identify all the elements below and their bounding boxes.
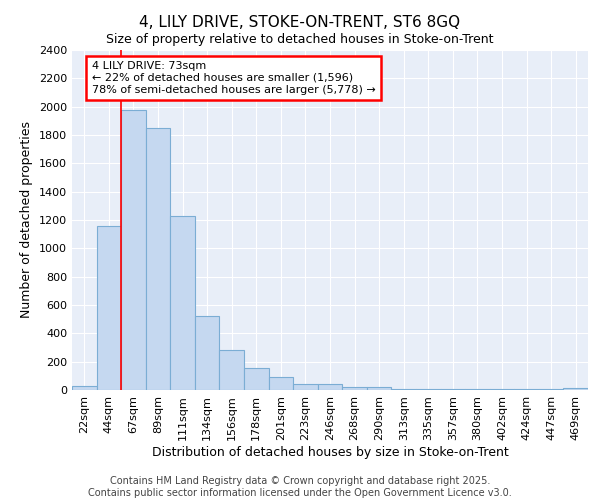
Bar <box>293 384 318 390</box>
Text: Size of property relative to detached houses in Stoke-on-Trent: Size of property relative to detached ho… <box>106 32 494 46</box>
Bar <box>195 316 220 390</box>
Bar <box>146 128 170 390</box>
Y-axis label: Number of detached properties: Number of detached properties <box>20 122 34 318</box>
Bar <box>121 110 146 390</box>
Bar <box>269 376 293 390</box>
Bar <box>367 387 391 390</box>
Bar <box>170 216 195 390</box>
Bar <box>391 388 416 390</box>
Text: 4 LILY DRIVE: 73sqm
← 22% of detached houses are smaller (1,596)
78% of semi-det: 4 LILY DRIVE: 73sqm ← 22% of detached ho… <box>92 62 376 94</box>
Bar <box>563 388 588 390</box>
Text: 4, LILY DRIVE, STOKE-ON-TRENT, ST6 8GQ: 4, LILY DRIVE, STOKE-ON-TRENT, ST6 8GQ <box>139 15 461 30</box>
Bar <box>97 226 121 390</box>
X-axis label: Distribution of detached houses by size in Stoke-on-Trent: Distribution of detached houses by size … <box>152 446 508 458</box>
Text: Contains HM Land Registry data © Crown copyright and database right 2025.
Contai: Contains HM Land Registry data © Crown c… <box>88 476 512 498</box>
Bar <box>220 350 244 390</box>
Bar <box>72 386 97 390</box>
Bar <box>342 387 367 390</box>
Bar <box>244 368 269 390</box>
Bar <box>318 384 342 390</box>
